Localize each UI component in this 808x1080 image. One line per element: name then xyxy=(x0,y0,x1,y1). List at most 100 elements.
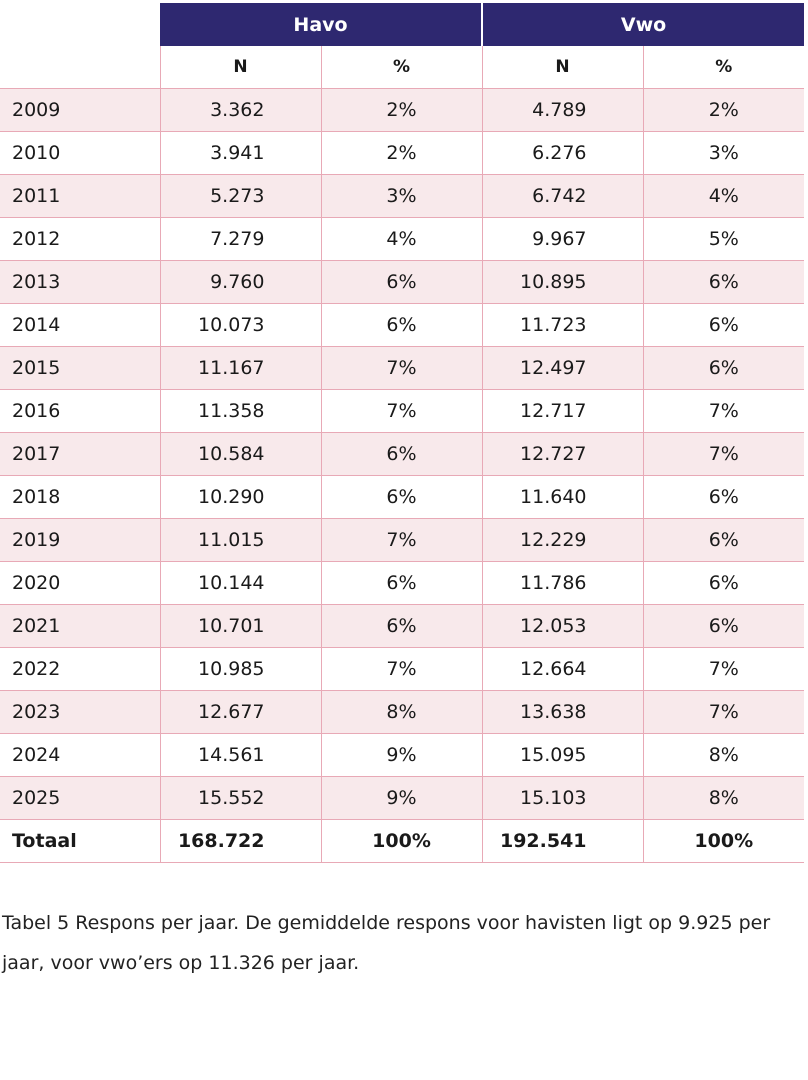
vwo-pct-cell: 6% xyxy=(642,303,805,347)
table-row: 2009 3.362 2% 4.789 2% xyxy=(0,88,805,132)
vwo-pct-cell: 8% xyxy=(642,733,805,777)
year-cell: 2014 xyxy=(0,303,160,347)
subheader-vwo-pct: % xyxy=(642,46,805,89)
vwo-n-cell: 15.103 xyxy=(481,776,644,820)
havo-n-cell: 11.015 xyxy=(159,518,321,562)
year-cell: 2013 xyxy=(0,260,160,304)
year-cell: 2011 xyxy=(0,174,160,218)
vwo-pct-cell: 7% xyxy=(642,432,805,476)
vwo-pct-cell: 4% xyxy=(642,174,805,218)
havo-n-cell: 10.290 xyxy=(159,475,321,519)
corner-cell xyxy=(0,3,160,46)
vwo-pct-cell: 6% xyxy=(642,346,805,390)
table-row: 2022 10.985 7% 12.664 7% xyxy=(0,647,805,691)
vwo-n-cell: 6.276 xyxy=(481,131,644,175)
year-cell: 2012 xyxy=(0,217,160,261)
response-table-container: Havo Vwo N % N % 2009 3.362 2% 4.789 2% 2010 3… xyxy=(0,3,805,863)
vwo-n-cell: 12.229 xyxy=(481,518,644,562)
year-cell: 2010 xyxy=(0,131,160,175)
vwo-n-cell: 11.786 xyxy=(481,561,644,605)
vwo-n-cell: 11.723 xyxy=(481,303,644,347)
vwo-pct-cell: 6% xyxy=(642,475,805,519)
vwo-pct-cell: 6% xyxy=(642,561,805,605)
year-cell: 2015 xyxy=(0,346,160,390)
havo-n-cell: 10.144 xyxy=(159,561,321,605)
havo-pct-cell: 7% xyxy=(320,346,483,390)
havo-pct-cell: 9% xyxy=(320,776,483,820)
vwo-pct-cell: 7% xyxy=(642,647,805,691)
havo-pct-cell: 6% xyxy=(320,260,483,304)
group-header-vwo: Vwo xyxy=(482,3,805,46)
table-row: 2016 11.358 7% 12.717 7% xyxy=(0,389,805,433)
total-vwo-n: 192.541 xyxy=(481,819,644,863)
havo-n-cell: 3.941 xyxy=(159,131,321,175)
havo-n-cell: 10.985 xyxy=(159,647,321,691)
year-cell: 2017 xyxy=(0,432,160,476)
havo-n-cell: 14.561 xyxy=(159,733,321,777)
table-row: 2018 10.290 6% 11.640 6% xyxy=(0,475,805,519)
subheader-havo-pct: % xyxy=(320,46,483,89)
havo-pct-cell: 6% xyxy=(320,475,483,519)
vwo-n-cell: 12.717 xyxy=(481,389,644,433)
vwo-n-cell: 11.640 xyxy=(481,475,644,519)
total-row: Totaal 168.722 100% 192.541 100% xyxy=(0,819,805,863)
havo-n-cell: 7.279 xyxy=(159,217,321,261)
table-row: 2025 15.552 9% 15.103 8% xyxy=(0,776,805,820)
havo-n-cell: 9.760 xyxy=(159,260,321,304)
table-row: 2011 5.273 3% 6.742 4% xyxy=(0,174,805,218)
vwo-pct-cell: 6% xyxy=(642,604,805,648)
table-row: 2014 10.073 6% 11.723 6% xyxy=(0,303,805,347)
table-row: 2015 11.167 7% 12.497 6% xyxy=(0,346,805,390)
vwo-pct-cell: 3% xyxy=(642,131,805,175)
year-cell: 2021 xyxy=(0,604,160,648)
vwo-n-cell: 12.727 xyxy=(481,432,644,476)
table-row: 2012 7.279 4% 9.967 5% xyxy=(0,217,805,261)
subheader-havo-n: N xyxy=(159,46,321,89)
havo-pct-cell: 6% xyxy=(320,604,483,648)
vwo-pct-cell: 6% xyxy=(642,518,805,562)
year-cell: 2024 xyxy=(0,733,160,777)
vwo-pct-cell: 6% xyxy=(642,260,805,304)
table-row: 2019 11.015 7% 12.229 6% xyxy=(0,518,805,562)
havo-pct-cell: 6% xyxy=(320,561,483,605)
year-cell: 2023 xyxy=(0,690,160,734)
table-row: 2010 3.941 2% 6.276 3% xyxy=(0,131,805,175)
year-cell: 2025 xyxy=(0,776,160,820)
vwo-n-cell: 15.095 xyxy=(481,733,644,777)
table-row: 2020 10.144 6% 11.786 6% xyxy=(0,561,805,605)
total-label: Totaal xyxy=(0,819,160,863)
vwo-n-cell: 12.053 xyxy=(481,604,644,648)
table-body: 2009 3.362 2% 4.789 2% 2010 3.941 2% 6.276 3% 2011… xyxy=(0,88,805,863)
havo-pct-cell: 8% xyxy=(320,690,483,734)
havo-n-cell: 10.584 xyxy=(159,432,321,476)
table-row: 2013 9.760 6% 10.895 6% xyxy=(0,260,805,304)
table-row: 2021 10.701 6% 12.053 6% xyxy=(0,604,805,648)
havo-pct-cell: 3% xyxy=(320,174,483,218)
vwo-n-cell: 13.638 xyxy=(481,690,644,734)
havo-pct-cell: 2% xyxy=(320,88,483,132)
havo-n-cell: 5.273 xyxy=(159,174,321,218)
subheader-vwo-n: N xyxy=(481,46,644,89)
vwo-pct-cell: 7% xyxy=(642,389,805,433)
havo-pct-cell: 7% xyxy=(320,647,483,691)
response-table: Havo Vwo N % N % 2009 3.362 2% 4.789 2% 2010 3… xyxy=(0,3,805,863)
table-caption: Tabel 5 Respons per jaar. De gemiddelde … xyxy=(2,912,771,974)
vwo-n-cell: 12.497 xyxy=(481,346,644,390)
vwo-pct-cell: 2% xyxy=(642,88,805,132)
vwo-pct-cell: 5% xyxy=(642,217,805,261)
year-cell: 2020 xyxy=(0,561,160,605)
havo-pct-cell: 6% xyxy=(320,432,483,476)
year-cell: 2022 xyxy=(0,647,160,691)
havo-pct-cell: 9% xyxy=(320,733,483,777)
havo-n-cell: 15.552 xyxy=(159,776,321,820)
vwo-n-cell: 12.664 xyxy=(481,647,644,691)
subheader-row: N % N % xyxy=(0,46,805,89)
year-cell: 2016 xyxy=(0,389,160,433)
havo-n-cell: 12.677 xyxy=(159,690,321,734)
year-cell: 2019 xyxy=(0,518,160,562)
havo-pct-cell: 7% xyxy=(320,389,483,433)
vwo-n-cell: 6.742 xyxy=(481,174,644,218)
havo-pct-cell: 6% xyxy=(320,303,483,347)
table-row: 2023 12.677 8% 13.638 7% xyxy=(0,690,805,734)
year-cell: 2009 xyxy=(0,88,160,132)
